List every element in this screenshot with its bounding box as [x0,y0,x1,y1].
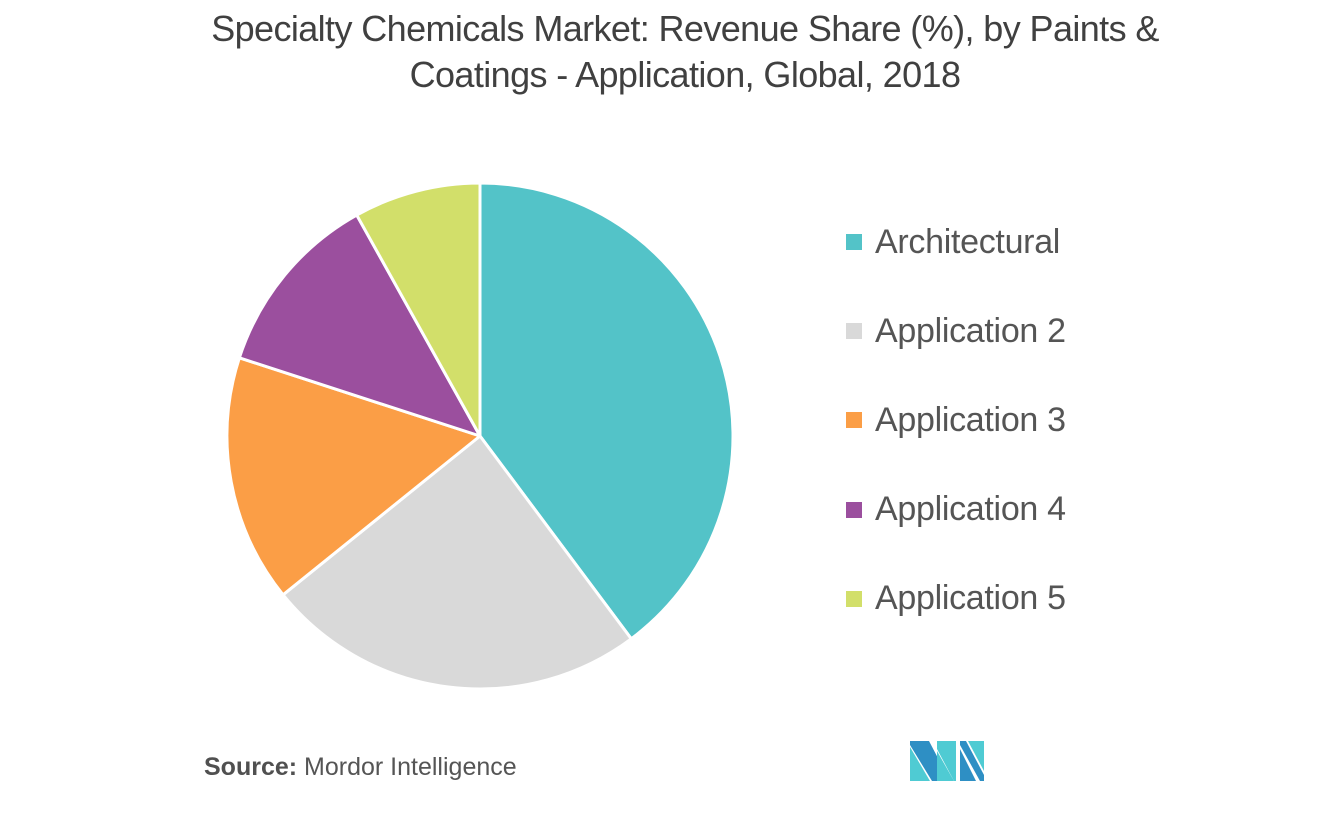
legend-item-application-5: Application 5 [846,576,1066,622]
pie-slice-application-3 [225,356,482,597]
pie-slice-application-4 [237,213,482,438]
legend-item-application-4: Application 4 [846,487,1066,533]
legend-label: Architectural [875,222,1061,261]
legend-item-application-3: Application 3 [846,397,1066,443]
legend-label: Application 5 [875,579,1066,618]
legend-swatch-icon [846,590,862,607]
legend-label: Application 3 [875,400,1066,439]
chart-title-line-1: Specialty Chemicals Market: Revenue Shar… [211,8,1159,49]
legend-swatch-icon [846,323,862,340]
legend-swatch-icon [846,412,862,429]
legend-label: Application 2 [875,311,1066,350]
chart-legend: Architectural Application 2 Application … [846,219,1066,665]
chart-title-line-2: Coatings - Application, Global, 2018 [409,54,961,95]
source-label: Source: [204,753,298,781]
source-note: Source: Mordor Intelligence [204,753,517,782]
pie-slice-application-2 [281,434,633,691]
legend-item-architectural: Architectural [846,219,1066,265]
pie-slice-architectural [478,181,735,641]
legend-item-application-2: Application 2 [846,308,1066,354]
source-value: Mordor Intelligence [297,753,517,781]
legend-swatch-icon [846,501,862,518]
chart-title: Specialty Chemicals Market: Revenue Shar… [0,6,1322,98]
pie-slice-application-5 [355,181,482,438]
mordor-intelligence-logo-icon [910,741,984,781]
legend-swatch-icon [846,234,862,250]
legend-label: Application 4 [875,490,1066,529]
